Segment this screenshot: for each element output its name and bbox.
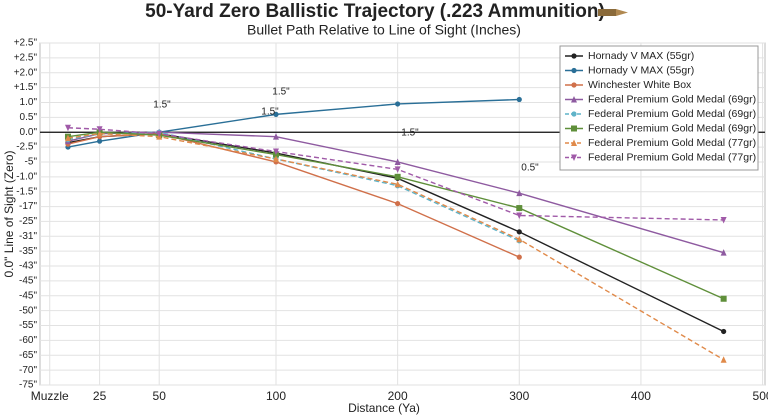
y-tick-label: +2.5" (14, 53, 38, 64)
legend-label: Federal Premium Gold Medal (77gr) (588, 137, 756, 149)
x-tick-label: 50 (153, 389, 167, 403)
legend-box (559, 45, 759, 171)
data-point (97, 138, 103, 144)
data-point (394, 173, 401, 180)
annotation: 1.5" (401, 128, 419, 139)
data-point (273, 111, 279, 117)
data-point (96, 126, 103, 133)
legend-marker (571, 67, 577, 74)
y-tick-label: -43" (19, 261, 37, 272)
y-tick-label: 0.0" (20, 127, 38, 138)
y-tick-label: -1.0" (16, 171, 37, 182)
legend-marker (571, 125, 577, 132)
data-point (272, 148, 279, 156)
legend-label: Hornady V MAX (55gr) (588, 64, 694, 76)
legend-label: Federal Premium Gold Medal (69gr) (588, 93, 756, 105)
legend-marker (571, 53, 577, 59)
legend-label: Federal Premium Gold Medal (69gr) (588, 108, 756, 120)
data-point (721, 328, 727, 335)
data-point (394, 166, 401, 173)
x-tick-label: 100 (266, 389, 286, 403)
data-point (394, 158, 401, 165)
data-point (156, 130, 163, 138)
data-point (720, 216, 727, 224)
x-axis-label: Distance (Ya) (348, 401, 420, 415)
data-point (720, 295, 727, 302)
y-tick-label: +2.0" (14, 67, 38, 78)
legend-label: Federal Premium Gold Medal (69gr) (588, 122, 756, 134)
data-point (395, 101, 401, 107)
data-point (516, 235, 523, 243)
data-point (516, 229, 522, 235)
annotation: 1.5" (272, 87, 290, 98)
data-point (516, 254, 522, 260)
y-tick-label: -35" (19, 246, 37, 257)
y-tick-label: -65" (19, 350, 37, 361)
y-tick-label: -45" (19, 290, 37, 301)
y-tick-label: -55" (19, 320, 37, 331)
data-point (394, 180, 401, 188)
legend: Hornady V MAX (55gr) Hornady V MAX (55gr)… (559, 45, 759, 171)
y-tick-label: -75" (19, 380, 37, 391)
y-tick-label: -60" (19, 335, 37, 346)
x-tick-label: Muzzle (31, 389, 69, 403)
x-tick-label: 400 (631, 389, 651, 403)
x-tick-label: 300 (509, 389, 529, 403)
data-point (720, 249, 727, 256)
data-point (64, 134, 71, 142)
legend-label: Winchester White Box (588, 79, 692, 91)
y-tick-label: 1.0" (20, 97, 38, 108)
data-point (272, 155, 279, 162)
data-point (64, 124, 71, 132)
data-point (516, 212, 523, 219)
y-tick-label: -2.5" (16, 142, 37, 153)
y-tick-label: 0.5" (20, 112, 38, 123)
legend-marker (571, 139, 577, 146)
data-point (516, 205, 523, 212)
legend-marker (571, 111, 577, 117)
y-tick-label: -31" (19, 231, 37, 242)
x-tick-label: 25 (93, 389, 107, 403)
bullet-icon (598, 9, 628, 16)
y-tick-label: +2.5" (14, 38, 38, 49)
legend-label: Hornady V MAX (55gr) (588, 50, 694, 62)
x-tick-label: 200 (388, 389, 408, 403)
y-tick-label: -45" (19, 276, 37, 287)
annotation: 1.5" (261, 107, 279, 118)
chart-subtitle: Bullet Path Relative to Line of Sight (I… (247, 22, 521, 38)
data-point (96, 130, 103, 137)
y-tick-label: -1.5" (16, 186, 37, 197)
y-tick-label: -25" (19, 216, 37, 227)
legend-marker (571, 96, 577, 103)
data-point (272, 133, 279, 140)
annotation: 1.5" (153, 100, 171, 111)
legend-marker (571, 82, 577, 88)
legend-label: Federal Premium Gold Medal (77gr) (588, 151, 756, 163)
y-tick-label: -70" (19, 365, 37, 376)
annotation: 0.5" (521, 163, 539, 174)
series-line (67, 132, 520, 258)
data-point (720, 356, 727, 363)
y-tick-label: -50" (19, 305, 37, 316)
data-point (516, 96, 522, 103)
data-point (395, 200, 401, 207)
data-point (516, 189, 523, 197)
chart-title: 50-Yard Zero Ballistic Trajectory (.223 … (145, 1, 605, 22)
y-axis-label: 0.0" Line of Sight (Zero) (2, 151, 16, 278)
y-tick-label: -5" (25, 157, 38, 168)
series-line (67, 98, 520, 148)
x-tick-label: 500 (753, 389, 768, 403)
y-tick-label: +1.5" (14, 82, 38, 93)
y-tick-label: -17" (19, 201, 37, 212)
legend-marker (571, 154, 577, 161)
